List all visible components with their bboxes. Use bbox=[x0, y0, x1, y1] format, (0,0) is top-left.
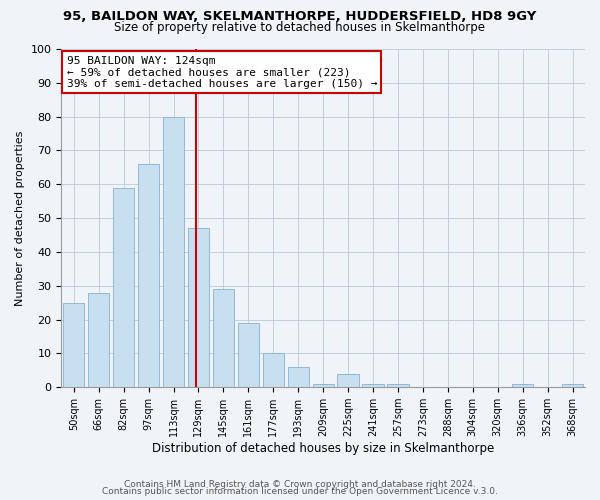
Bar bbox=[263, 354, 284, 387]
Bar bbox=[188, 228, 209, 387]
Bar bbox=[63, 302, 85, 387]
Bar bbox=[163, 116, 184, 387]
Text: Contains HM Land Registry data © Crown copyright and database right 2024.: Contains HM Land Registry data © Crown c… bbox=[124, 480, 476, 489]
Bar bbox=[88, 292, 109, 387]
Bar bbox=[362, 384, 383, 387]
Bar bbox=[138, 164, 159, 387]
X-axis label: Distribution of detached houses by size in Skelmanthorpe: Distribution of detached houses by size … bbox=[152, 442, 494, 455]
Text: 95, BAILDON WAY, SKELMANTHORPE, HUDDERSFIELD, HD8 9GY: 95, BAILDON WAY, SKELMANTHORPE, HUDDERSF… bbox=[64, 10, 536, 23]
Bar bbox=[313, 384, 334, 387]
Bar bbox=[562, 384, 583, 387]
Bar bbox=[213, 289, 234, 387]
Bar bbox=[238, 323, 259, 387]
Text: Size of property relative to detached houses in Skelmanthorpe: Size of property relative to detached ho… bbox=[115, 21, 485, 34]
Bar bbox=[512, 384, 533, 387]
Bar bbox=[113, 188, 134, 387]
Bar bbox=[388, 384, 409, 387]
Text: Contains public sector information licensed under the Open Government Licence v.: Contains public sector information licen… bbox=[102, 487, 498, 496]
Y-axis label: Number of detached properties: Number of detached properties bbox=[15, 130, 25, 306]
Bar bbox=[287, 367, 309, 387]
Bar bbox=[337, 374, 359, 387]
Text: 95 BAILDON WAY: 124sqm
← 59% of detached houses are smaller (223)
39% of semi-de: 95 BAILDON WAY: 124sqm ← 59% of detached… bbox=[67, 56, 377, 89]
